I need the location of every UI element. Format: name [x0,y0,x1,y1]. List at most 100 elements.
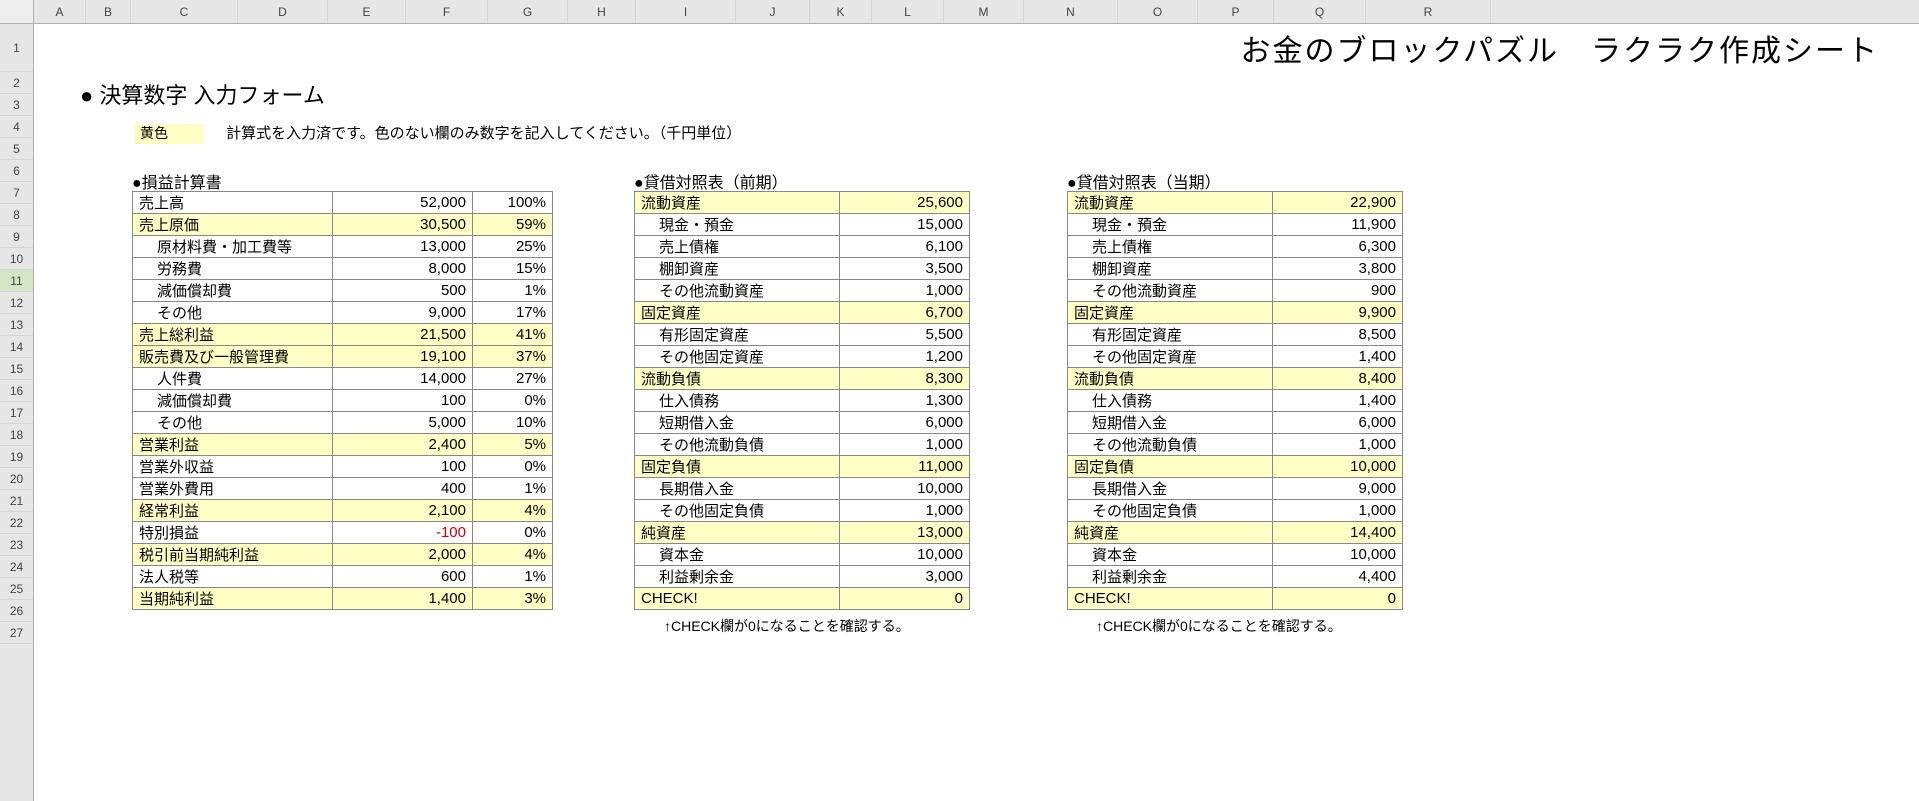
cell-value[interactable]: 1,000 [1273,434,1403,456]
cell-value[interactable]: 14,000 [333,368,473,390]
cell-value[interactable]: 10,000 [1273,456,1403,478]
column-header[interactable]: O [1118,0,1198,23]
row-header[interactable]: 8 [0,204,33,226]
cell-label[interactable]: 営業外費用 [133,478,333,500]
column-header[interactable]: B [86,0,131,23]
cell-value[interactable]: 8,500 [1273,324,1403,346]
cell-pct[interactable]: 3% [473,588,553,610]
table-row[interactable]: 流動負債8,400 [1068,368,1403,390]
cell-label[interactable]: その他流動資産 [635,280,840,302]
cell-value[interactable]: 11,900 [1273,214,1403,236]
table-row[interactable]: 現金・預金15,000 [635,214,970,236]
cell-pct[interactable]: 59% [473,214,553,236]
cell-value[interactable]: 15,000 [840,214,970,236]
table-row[interactable]: 有形固定資産5,500 [635,324,970,346]
cell-pct[interactable]: 0% [473,456,553,478]
cell-value[interactable]: 30,500 [333,214,473,236]
table-row[interactable]: その他流動負債1,000 [1068,434,1403,456]
cell-label[interactable]: 現金・預金 [635,214,840,236]
table-row[interactable]: 営業利益2,4005% [133,434,553,456]
table-row[interactable]: CHECK!0 [635,588,970,610]
cell-value[interactable]: 3,800 [1273,258,1403,280]
table-row[interactable]: 固定資産9,900 [1068,302,1403,324]
cell-pct[interactable]: 4% [473,500,553,522]
cell-value[interactable]: 2,100 [333,500,473,522]
column-header[interactable]: J [736,0,810,23]
table-row[interactable]: 長期借入金10,000 [635,478,970,500]
cell-pct[interactable]: 15% [473,258,553,280]
cell-label[interactable]: 長期借入金 [1068,478,1273,500]
cell-label[interactable]: 固定負債 [1068,456,1273,478]
cell-value[interactable]: 400 [333,478,473,500]
table-row[interactable]: その他5,00010% [133,412,553,434]
cell-label[interactable]: その他 [133,302,333,324]
cell-label[interactable]: 流動資産 [635,192,840,214]
column-header[interactable]: I [636,0,736,23]
cell-pct[interactable]: 1% [473,478,553,500]
cell-label[interactable]: 経常利益 [133,500,333,522]
cell-pct[interactable]: 0% [473,522,553,544]
table-row[interactable]: 現金・預金11,900 [1068,214,1403,236]
column-header[interactable]: F [406,0,488,23]
cell-value[interactable]: 5,000 [333,412,473,434]
row-header[interactable]: 1 [0,24,33,72]
cell-label[interactable]: 固定負債 [635,456,840,478]
cell-value[interactable]: 1,000 [1273,500,1403,522]
row-header[interactable]: 11 [0,270,33,292]
cell-label[interactable]: 労務費 [133,258,333,280]
cell-label[interactable]: その他 [133,412,333,434]
table-row[interactable]: 売上債権6,300 [1068,236,1403,258]
cell-label[interactable]: 短期借入金 [635,412,840,434]
row-header[interactable]: 5 [0,138,33,160]
cell-label[interactable]: 減価償却費 [133,280,333,302]
table-row[interactable]: 仕入債務1,300 [635,390,970,412]
table-row[interactable]: 売上債権6,100 [635,236,970,258]
cell-label[interactable]: 利益剰余金 [1068,566,1273,588]
cell-value[interactable]: 4,400 [1273,566,1403,588]
cell-value[interactable]: 25,600 [840,192,970,214]
cell-value[interactable]: 1,000 [840,500,970,522]
bs-prev-table[interactable]: 流動資産25,600現金・預金15,000売上債権6,100棚卸資産3,500そ… [634,191,970,610]
cell-value[interactable]: 0 [840,588,970,610]
cell-value[interactable]: 2,000 [333,544,473,566]
column-header[interactable]: L [872,0,944,23]
cell-label[interactable]: 純資産 [635,522,840,544]
cell-value[interactable]: 11,000 [840,456,970,478]
cell-label[interactable]: 仕入債務 [1068,390,1273,412]
table-row[interactable]: 減価償却費5001% [133,280,553,302]
table-row[interactable]: 営業外費用4001% [133,478,553,500]
cell-pct[interactable]: 17% [473,302,553,324]
table-row[interactable]: 有形固定資産8,500 [1068,324,1403,346]
row-header[interactable]: 4 [0,116,33,138]
cell-value[interactable]: 6,000 [1273,412,1403,434]
cell-value[interactable]: 8,000 [333,258,473,280]
cell-value[interactable]: 5,500 [840,324,970,346]
row-header[interactable]: 7 [0,182,33,204]
cell-label[interactable]: 法人税等 [133,566,333,588]
cell-label[interactable]: 純資産 [1068,522,1273,544]
cell-value[interactable]: 13,000 [840,522,970,544]
row-header[interactable]: 27 [0,622,33,644]
table-row[interactable]: 短期借入金6,000 [635,412,970,434]
cell-label[interactable]: 有形固定資産 [1068,324,1273,346]
row-header[interactable]: 14 [0,336,33,358]
row-header[interactable]: 3 [0,94,33,116]
cell-value[interactable]: 19,100 [333,346,473,368]
cell-label[interactable]: 流動負債 [635,368,840,390]
cell-label[interactable]: 固定資産 [1068,302,1273,324]
cell-value[interactable]: 3,500 [840,258,970,280]
cell-label[interactable]: CHECK! [1068,588,1273,610]
cell-value[interactable]: 900 [1273,280,1403,302]
cell-label[interactable]: その他流動資産 [1068,280,1273,302]
column-header[interactable]: K [810,0,872,23]
table-row[interactable]: 純資産13,000 [635,522,970,544]
cell-value[interactable]: 8,300 [840,368,970,390]
table-row[interactable]: 売上原価30,50059% [133,214,553,236]
cell-value[interactable]: 600 [333,566,473,588]
column-header[interactable]: C [131,0,238,23]
cell-value[interactable]: 1,200 [840,346,970,368]
cell-value[interactable]: 8,400 [1273,368,1403,390]
cell-pct[interactable]: 0% [473,390,553,412]
cell-label[interactable]: その他固定負債 [1068,500,1273,522]
cell-label[interactable]: 当期純利益 [133,588,333,610]
